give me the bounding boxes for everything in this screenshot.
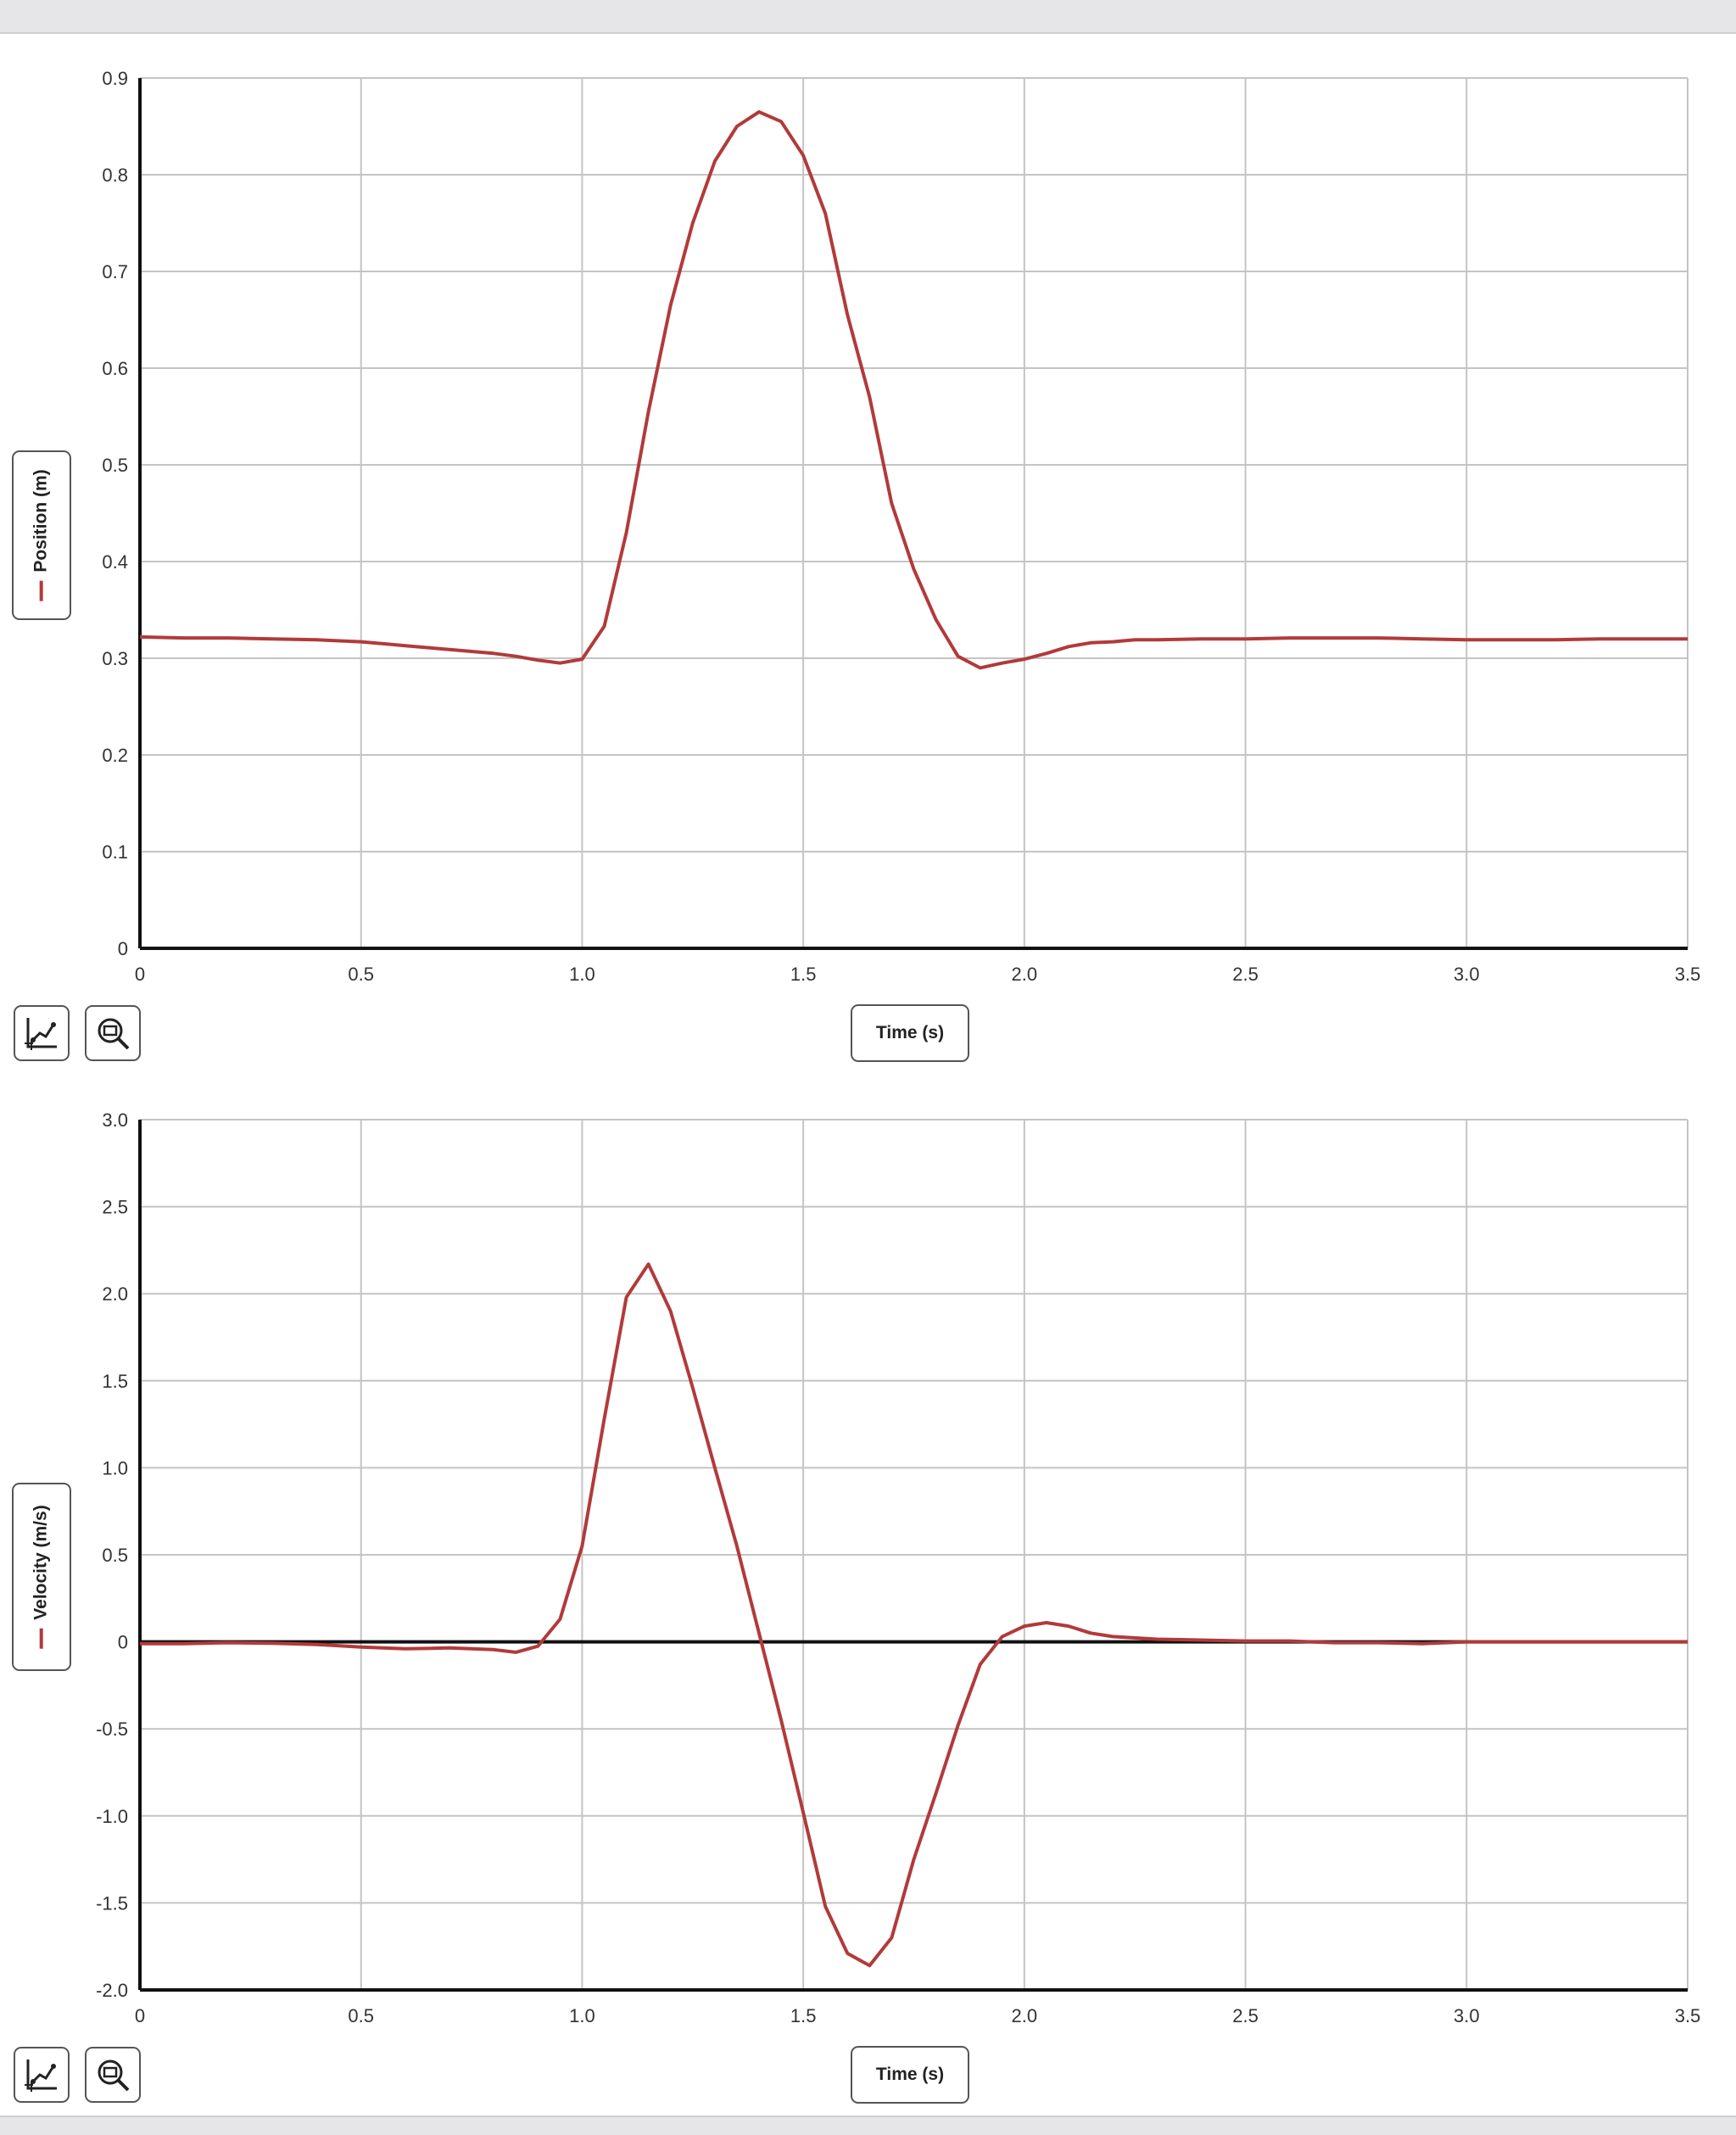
series-line xyxy=(140,1262,1688,1968)
position-x-axis-label: Time (s) xyxy=(875,1023,945,1042)
y-tick-label: 0 xyxy=(118,1632,128,1653)
position-zoom-button[interactable] xyxy=(85,1005,141,1061)
y-tick-label: 0.8 xyxy=(102,165,128,186)
y-tick-label: 0.5 xyxy=(102,1545,128,1566)
y-tick-label: 0.1 xyxy=(102,841,128,863)
autoscale-icon xyxy=(25,1018,57,1050)
y-tick-label: 0.7 xyxy=(102,261,128,282)
series-line xyxy=(139,109,1688,670)
x-tick-label: 0.5 xyxy=(348,2005,374,2026)
top-toolbar xyxy=(0,0,1736,34)
zoom-icon xyxy=(98,1018,130,1050)
y-tick-label: -0.5 xyxy=(96,1719,128,1740)
x-tick-label: 0 xyxy=(135,964,145,985)
velocity-x-axis-label: Time (s) xyxy=(875,2065,945,2084)
y-tick-label: 2.5 xyxy=(102,1197,128,1218)
zoom-icon xyxy=(98,2060,130,2092)
velocity-chart[interactable]: 0 0.5 1.0 1.5 2.0 2.5 3.0 3.5 -2.0 -1.5 -1.0 -0.5 0 0… xyxy=(0,1093,1736,2043)
y-tick-label: 0.3 xyxy=(102,648,128,669)
y-tick-label: 0.5 xyxy=(102,455,128,476)
position-chart[interactable]: 0 0.5 1.0 1.5 2.0 2.5 3.0 3.5 0 0.1 0.2 0.3 0.4 0.5 0.… xyxy=(0,51,1736,1001)
y-tick-label: 0.6 xyxy=(102,358,128,379)
velocity-series-swatch xyxy=(40,1628,44,1649)
x-tick-label: 1.0 xyxy=(569,2005,595,2026)
x-tick-label: 2.5 xyxy=(1232,964,1259,985)
y-tick-label: 0.9 xyxy=(102,68,128,89)
x-tick-label: 3.0 xyxy=(1454,2005,1480,2026)
y-tick-label: 2.0 xyxy=(102,1283,128,1305)
x-tick-label: 2.5 xyxy=(1232,2005,1259,2026)
y-tick-label: 0 xyxy=(118,938,128,959)
position-series-swatch xyxy=(40,580,44,601)
position-autoscale-button[interactable] xyxy=(14,1005,70,1061)
x-tick-label: 3.0 xyxy=(1454,964,1480,985)
x-tick-label: 1.0 xyxy=(569,964,595,985)
y-tick-label: -1.0 xyxy=(96,1806,128,1827)
x-tick-label: 0.5 xyxy=(348,964,374,985)
autoscale-icon xyxy=(25,2060,57,2092)
bottom-toolbar xyxy=(0,2115,1736,2135)
position-x-axis-label-button[interactable]: Time (s) xyxy=(851,1004,969,1062)
x-tick-label: 3.5 xyxy=(1675,964,1701,985)
y-tick-label: 3.0 xyxy=(102,1109,128,1131)
velocity-zoom-button[interactable] xyxy=(85,2047,141,2103)
position-y-axis-label-button[interactable]: Position (m) xyxy=(12,450,71,620)
x-tick-label: 2.0 xyxy=(1012,964,1038,985)
velocity-y-axis-label-button[interactable]: Velocity (m/s) xyxy=(12,1483,71,1671)
x-tick-label: 3.5 xyxy=(1675,2005,1701,2026)
position-y-axis-label: Position (m) xyxy=(31,469,52,573)
x-tick-label: 2.0 xyxy=(1012,2005,1038,2026)
velocity-y-axis-label: Velocity (m/s) xyxy=(31,1505,52,1620)
velocity-autoscale-button[interactable] xyxy=(14,2047,70,2103)
y-tick-label: -2.0 xyxy=(96,1980,128,2001)
y-tick-label: 0.4 xyxy=(102,551,128,573)
x-tick-label: 1.5 xyxy=(790,2005,817,2026)
x-tick-label: 1.5 xyxy=(790,964,817,985)
y-tick-label: 0.2 xyxy=(102,745,128,766)
y-tick-label: 1.5 xyxy=(102,1371,128,1392)
y-tick-label: 1.0 xyxy=(102,1457,128,1478)
y-tick-label: -1.5 xyxy=(96,1892,128,1914)
velocity-x-axis-label-button[interactable]: Time (s) xyxy=(851,2046,969,2104)
x-tick-label: 0 xyxy=(135,2005,145,2026)
